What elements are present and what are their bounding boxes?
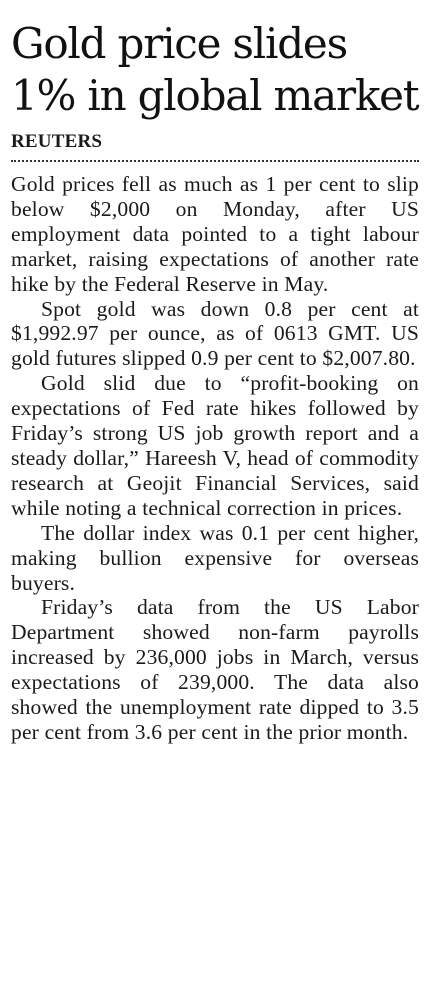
paragraph: Spot gold was down 0.8 per cent at $1,99… [11, 296, 419, 371]
dotted-divider [11, 160, 419, 162]
news-article: Gold price slides 1% in global market RE… [11, 0, 420, 745]
paragraph: Gold prices fell as much as 1 per cent t… [11, 172, 419, 296]
headline: Gold price slides 1% in global market [11, 19, 420, 120]
paragraph: Gold slid due to “profit-booking on expe… [11, 371, 419, 520]
paragraph: The dollar index was 0.1 per cent higher… [11, 520, 419, 595]
byline: REUTERS [11, 131, 103, 152]
article-body: Gold prices fell as much as 1 per cent t… [11, 172, 419, 745]
paragraph: Friday’s data from the US Labor Departme… [11, 595, 419, 744]
